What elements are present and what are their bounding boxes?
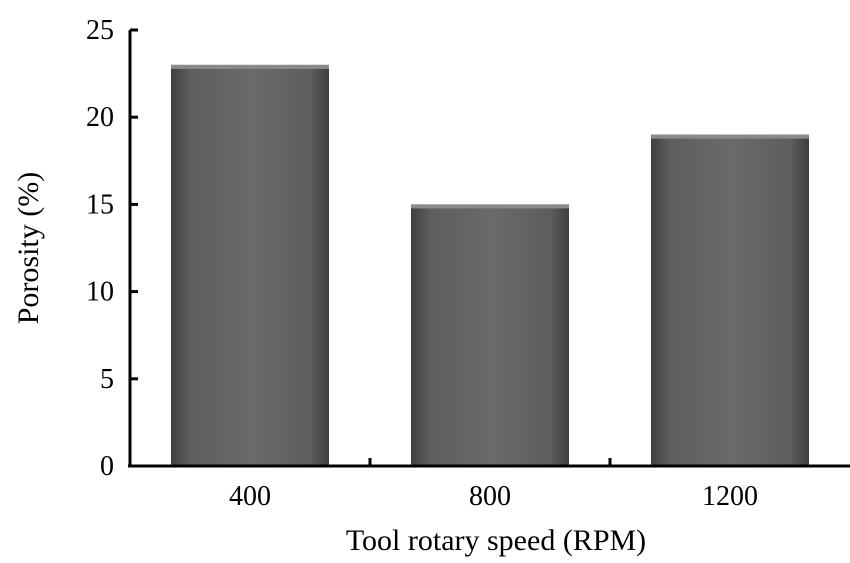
labels-group: 0 5 10 15 20 25 400 800 1200 <box>86 15 758 512</box>
bar-top-edge-1200 <box>651 134 809 139</box>
y-tick-label-25: 25 <box>86 15 114 46</box>
x-tick-label-800: 800 <box>469 481 511 512</box>
x-tick-label-1200: 1200 <box>702 481 758 512</box>
y-tick-label-20: 20 <box>86 102 114 133</box>
y-axis-title: Porosity (%) <box>12 172 45 325</box>
bar-top-edge-800 <box>411 204 569 209</box>
bar-top-edge-400 <box>171 64 329 69</box>
y-tick-label-10: 10 <box>86 277 114 308</box>
x-axis-title: Tool rotary speed (RPM) <box>346 524 646 557</box>
x-tick-label-400: 400 <box>229 481 271 512</box>
y-tick-label-5: 5 <box>100 364 114 395</box>
y-tick-label-15: 15 <box>86 189 114 220</box>
bar-1200 <box>651 134 809 466</box>
y-tick-label-0: 0 <box>100 451 114 482</box>
axes-group <box>128 28 850 468</box>
bar-400 <box>171 64 329 466</box>
bar-800 <box>411 204 569 466</box>
bars-group <box>171 64 809 466</box>
